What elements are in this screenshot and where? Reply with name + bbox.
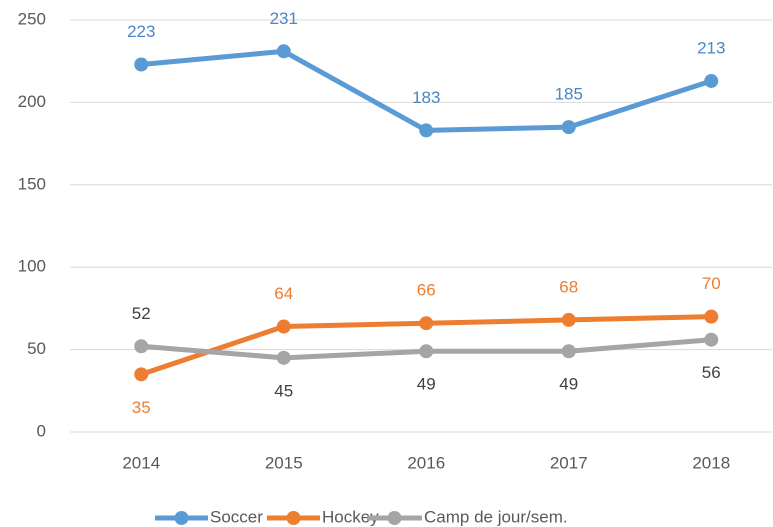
legend-marker: [174, 511, 189, 525]
legend-label: Camp de jour/sem.: [424, 507, 568, 526]
legend-marker: [387, 511, 402, 525]
y-tick-label: 150: [18, 174, 46, 193]
data-label: 213: [697, 38, 725, 57]
data-label: 183: [412, 88, 440, 107]
data-label: 56: [702, 363, 721, 382]
point: [419, 316, 434, 331]
point: [561, 312, 576, 327]
point: [276, 44, 291, 59]
legend-label: Soccer: [210, 507, 263, 526]
data-label: 185: [555, 85, 583, 104]
point: [561, 120, 576, 135]
point: [276, 319, 291, 334]
point: [134, 57, 149, 72]
x-tick-label: 2014: [122, 453, 160, 472]
data-label: 223: [127, 22, 155, 41]
data-label: 64: [274, 284, 293, 303]
point: [561, 344, 576, 359]
legend-marker: [286, 511, 301, 525]
data-label: 231: [270, 9, 298, 28]
point: [704, 332, 719, 347]
point: [704, 73, 719, 88]
y-tick-label: 100: [18, 257, 46, 276]
data-label: 68: [559, 277, 578, 296]
point: [419, 123, 434, 138]
point: [419, 344, 434, 359]
y-tick-label: 0: [37, 421, 46, 440]
x-tick-label: 2017: [550, 453, 588, 472]
data-label: 70: [702, 274, 721, 293]
y-tick-label: 250: [18, 9, 46, 28]
x-tick-label: 2018: [692, 453, 730, 472]
x-tick-label: 2015: [265, 453, 303, 472]
data-label: 52: [132, 304, 151, 323]
y-tick-label: 50: [27, 339, 46, 358]
x-tick-label: 2016: [407, 453, 445, 472]
data-label: 49: [417, 375, 436, 394]
data-label: 45: [274, 381, 293, 400]
point: [276, 350, 291, 365]
y-tick-label: 200: [18, 92, 46, 111]
data-label: 49: [559, 375, 578, 394]
data-label: 66: [417, 281, 436, 300]
data-label: 35: [132, 398, 151, 417]
point: [134, 367, 149, 382]
point: [704, 309, 719, 324]
legend-label: Hockey: [322, 507, 379, 526]
point: [134, 339, 149, 354]
